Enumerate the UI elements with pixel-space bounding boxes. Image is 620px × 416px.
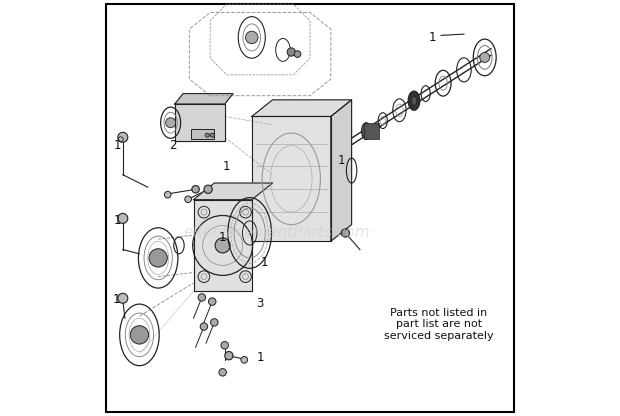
Circle shape	[149, 249, 167, 267]
Text: 1: 1	[219, 230, 226, 244]
Text: eReplacementParts.com: eReplacementParts.com	[184, 225, 370, 240]
Text: Parts not listed in
part list are not
serviced separately: Parts not listed in part list are not se…	[384, 308, 494, 341]
Circle shape	[164, 191, 171, 198]
Polygon shape	[193, 183, 273, 200]
Ellipse shape	[411, 96, 417, 105]
Text: 1: 1	[113, 293, 120, 306]
Circle shape	[208, 298, 216, 305]
Text: 1: 1	[337, 154, 345, 167]
Text: 3: 3	[257, 297, 264, 310]
Text: 1: 1	[260, 255, 268, 269]
Circle shape	[130, 326, 149, 344]
Circle shape	[241, 357, 247, 363]
Polygon shape	[331, 100, 352, 241]
Circle shape	[287, 48, 296, 56]
Bar	[192, 129, 215, 139]
Circle shape	[198, 294, 206, 301]
Circle shape	[118, 293, 128, 303]
Text: 1: 1	[114, 139, 122, 152]
Text: 1: 1	[223, 160, 231, 173]
Circle shape	[480, 52, 490, 62]
Text: 2: 2	[169, 139, 177, 152]
Polygon shape	[175, 94, 233, 104]
Text: 1: 1	[114, 214, 122, 227]
Circle shape	[166, 118, 175, 128]
Polygon shape	[252, 100, 352, 116]
Circle shape	[192, 186, 200, 193]
Circle shape	[200, 323, 208, 330]
Circle shape	[118, 132, 128, 142]
Circle shape	[185, 196, 192, 203]
Polygon shape	[175, 104, 224, 141]
Polygon shape	[193, 200, 252, 291]
Circle shape	[341, 229, 350, 237]
Circle shape	[219, 369, 226, 376]
Text: 1: 1	[429, 31, 436, 44]
Circle shape	[204, 185, 212, 193]
Circle shape	[246, 31, 258, 44]
Circle shape	[221, 342, 228, 349]
Ellipse shape	[361, 123, 371, 139]
Ellipse shape	[408, 91, 420, 110]
Circle shape	[118, 213, 128, 223]
Circle shape	[210, 133, 215, 137]
Polygon shape	[252, 116, 331, 241]
Bar	[364, 123, 379, 139]
Circle shape	[224, 352, 233, 360]
Circle shape	[211, 319, 218, 326]
Circle shape	[294, 51, 301, 57]
Circle shape	[205, 133, 210, 137]
Circle shape	[215, 238, 230, 253]
Text: 1: 1	[256, 351, 264, 364]
